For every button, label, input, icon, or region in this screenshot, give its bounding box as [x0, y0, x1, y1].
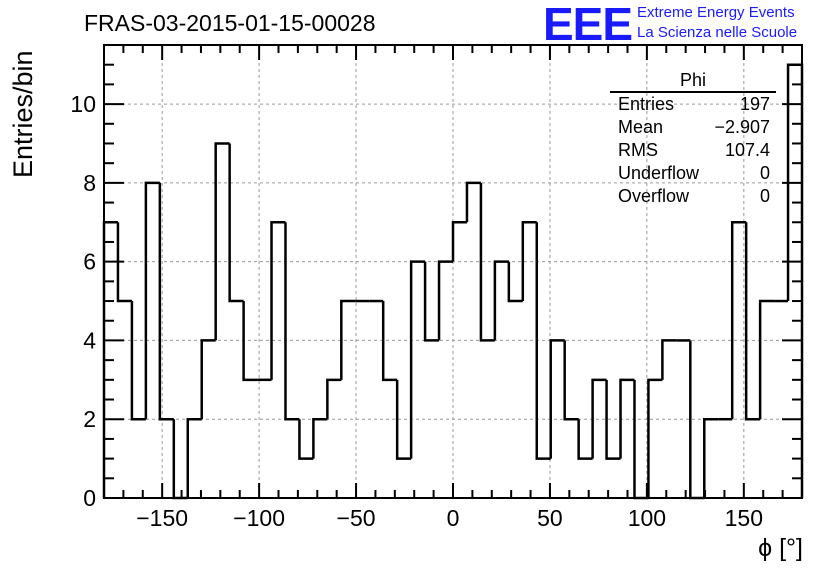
logo-line-2: La Scienza nelle Scuole	[637, 24, 798, 41]
histogram-bin	[312, 417, 328, 459]
stats-value: 0	[759, 186, 770, 206]
y-tick-label: 4	[83, 327, 96, 353]
x-tick-label: 50	[537, 505, 563, 531]
histogram-bars	[102, 63, 804, 500]
y-tick-label: 2	[83, 406, 96, 432]
x-tick-label: −150	[136, 505, 188, 531]
histogram-bin	[605, 379, 621, 460]
stats-box: Phi Entries 197 Mean −2.907 RMS 107.4 Un…	[610, 70, 776, 208]
histogram-bin	[535, 222, 551, 460]
histogram-bin	[130, 301, 146, 421]
histogram-bin	[577, 419, 593, 460]
stats-row-rms: RMS 107.4	[610, 139, 776, 162]
histogram-bin	[228, 143, 244, 303]
stats-value: 197	[739, 94, 770, 114]
chart-title: FRAS-03-2015-01-15-00028	[84, 10, 376, 36]
histogram-bin	[465, 181, 481, 223]
histogram-bin	[423, 261, 440, 342]
eee-logo: EEE	[543, 0, 633, 50]
histogram-bin	[730, 221, 747, 420]
histogram-bin	[200, 339, 216, 420]
histogram-bin	[633, 379, 649, 500]
x-tick-label: 100	[628, 505, 666, 531]
histogram-bin	[451, 221, 467, 262]
histogram-bin	[158, 182, 174, 421]
histogram-bin	[493, 260, 509, 341]
stats-label: Entries	[618, 94, 675, 114]
histogram-bin	[214, 142, 230, 341]
stats-label: Mean	[618, 117, 664, 137]
y-tick-label: 10	[70, 91, 96, 117]
axis-ticks	[103, 44, 803, 499]
x-tick-label: 0	[447, 505, 460, 531]
stats-title: Phi	[610, 70, 776, 93]
histogram-bin	[395, 379, 412, 460]
histogram-bin	[144, 181, 160, 420]
logo-line-1: Extreme Energy Events	[637, 4, 795, 21]
y-tick-label: 0	[83, 485, 96, 511]
histogram-bin	[381, 301, 398, 382]
histogram-bin	[507, 261, 523, 303]
histogram-bin	[326, 378, 342, 420]
tick-labels: −150 −100 −50 0 50 100 150 0 2 4 6 8 10	[70, 91, 763, 531]
x-tick-label: −100	[233, 505, 285, 531]
histogram-bin	[298, 419, 314, 460]
x-tick-label: −50	[337, 505, 376, 531]
histogram-bin	[172, 419, 188, 500]
histogram-bin	[186, 417, 202, 498]
stats-row-underflow: Underflow 0	[610, 162, 776, 185]
y-axis-label: Entries/bin	[8, 50, 38, 178]
histogram-bin	[437, 260, 453, 341]
histogram-bin	[591, 378, 607, 459]
histogram-bin	[703, 417, 719, 498]
histogram-bin	[744, 222, 761, 421]
histogram-bin	[549, 339, 565, 459]
histogram-bin	[619, 378, 635, 459]
stats-value: −2.907	[714, 117, 770, 137]
stats-label: Overflow	[618, 186, 690, 206]
histogram-bin	[340, 299, 356, 380]
stats-row-mean: Mean −2.907	[610, 116, 776, 139]
histogram-bin	[270, 221, 286, 380]
x-axis-label: ϕ [°]	[758, 534, 803, 562]
stats-value: 107.4	[724, 140, 770, 160]
stats-label: RMS	[618, 140, 658, 160]
stats-row-entries: Entries 197	[610, 93, 776, 116]
stats-row-overflow: Overflow 0	[610, 185, 776, 208]
stats-value: 0	[759, 163, 770, 183]
histogram-bin	[661, 339, 677, 380]
histogram-bin	[242, 301, 258, 382]
x-tick-label: 150	[725, 505, 763, 531]
histogram-bin	[409, 260, 426, 459]
histogram-bin	[521, 221, 537, 302]
histogram-bin	[479, 182, 495, 342]
histogram-bin	[284, 222, 300, 421]
histogram-bin	[116, 222, 132, 303]
y-tick-label: 8	[83, 170, 96, 196]
histogram-bin	[647, 378, 663, 498]
histogram-bin	[563, 340, 579, 421]
histogram-bin	[758, 299, 775, 420]
stats-label: Underflow	[618, 163, 700, 183]
y-tick-label: 6	[83, 249, 96, 275]
